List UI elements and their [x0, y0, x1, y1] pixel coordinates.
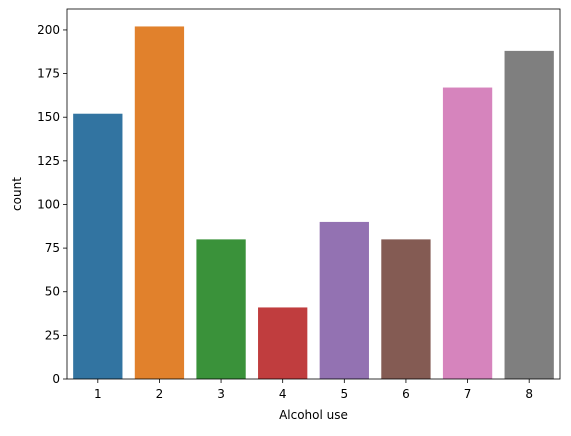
bar-5 — [319, 221, 369, 379]
y-tick-label-75: 75 — [45, 241, 60, 255]
y-tick-label-50: 50 — [45, 285, 60, 299]
bar-7 — [442, 87, 493, 380]
bars-group — [73, 26, 554, 380]
bar-6 — [381, 239, 431, 379]
x-tick-label-1: 1 — [94, 387, 102, 401]
x-tick-label-4: 4 — [279, 387, 287, 401]
x-tick-label-6: 6 — [402, 387, 410, 401]
x-axis-ticks: 1 2 3 4 5 6 7 8 — [94, 379, 533, 401]
x-tick-label-3: 3 — [217, 387, 225, 401]
bar-3 — [196, 239, 246, 379]
bar-8 — [504, 50, 554, 380]
y-tick-label-200: 200 — [37, 23, 60, 37]
bar-2 — [134, 26, 185, 380]
x-axis-label: Alcohol use — [279, 408, 348, 422]
y-axis-ticks: 0 25 50 75 100 125 150 175 200 — [37, 23, 67, 386]
y-tick-label-100: 100 — [37, 197, 60, 211]
y-tick-label-150: 150 — [37, 110, 60, 124]
y-tick-label-175: 175 — [37, 67, 60, 81]
x-tick-label-2: 2 — [156, 387, 164, 401]
bar-1 — [73, 113, 123, 379]
y-tick-label-25: 25 — [45, 328, 60, 342]
y-axis-label: count — [10, 177, 24, 211]
x-tick-label-5: 5 — [340, 387, 348, 401]
y-tick-label-0: 0 — [52, 372, 60, 386]
x-tick-label-7: 7 — [464, 387, 472, 401]
y-tick-label-125: 125 — [37, 154, 60, 168]
x-tick-label-8: 8 — [525, 387, 533, 401]
plot-frame — [66, 8, 561, 380]
bar-4 — [258, 307, 308, 379]
